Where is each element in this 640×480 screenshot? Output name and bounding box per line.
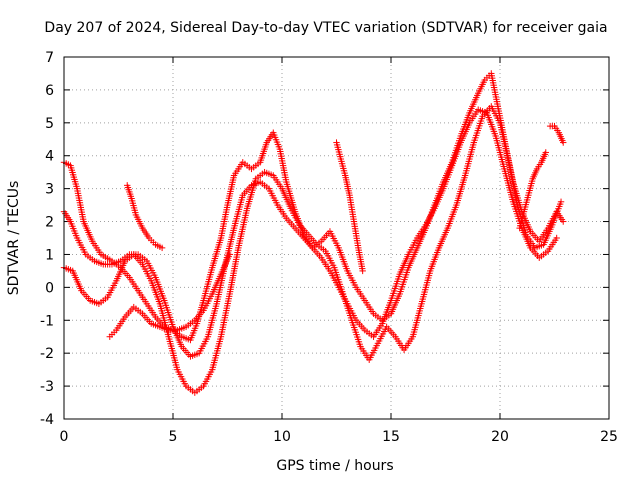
y-tick-label: -1: [40, 313, 54, 329]
track-g-point: [542, 149, 549, 156]
x-tick-label: 10: [273, 429, 291, 445]
y-tick-label: -4: [40, 412, 54, 428]
y-tick-label: 3: [45, 182, 54, 198]
data-points: [60, 70, 567, 396]
y-tick-label: 6: [45, 83, 54, 99]
x-axis-label: GPS time / hours: [276, 458, 393, 474]
x-tick-label: 5: [169, 429, 178, 445]
y-tick-label: -3: [40, 379, 54, 395]
track-c-point: [557, 198, 565, 205]
plot-frame: [63, 56, 610, 420]
y-tick-label: 5: [45, 116, 54, 132]
x-tick-label: 15: [382, 429, 400, 445]
track-e-point: [158, 244, 166, 252]
x-tick-label: 25: [600, 429, 618, 445]
chart-title: Day 207 of 2024, Sidereal Day-to-day VTE…: [44, 20, 607, 36]
y-tick-label: -2: [40, 346, 54, 362]
track-f-point: [359, 267, 366, 275]
x-tick-label: 0: [60, 429, 69, 445]
y-tick-label: 1: [45, 247, 54, 263]
y-axis-label: SDTVAR / TECUs: [6, 181, 22, 296]
track-a-point: [560, 218, 567, 225]
track-d-point: [226, 251, 233, 258]
track-b-point: [553, 234, 560, 242]
y-tick-label: 4: [45, 149, 54, 165]
track-h-point: [560, 139, 567, 146]
y-tick-label: 2: [45, 215, 54, 231]
x-tick-label: 20: [491, 429, 509, 445]
y-tick-label: 7: [45, 50, 54, 66]
y-tick-label: 0: [45, 280, 54, 296]
